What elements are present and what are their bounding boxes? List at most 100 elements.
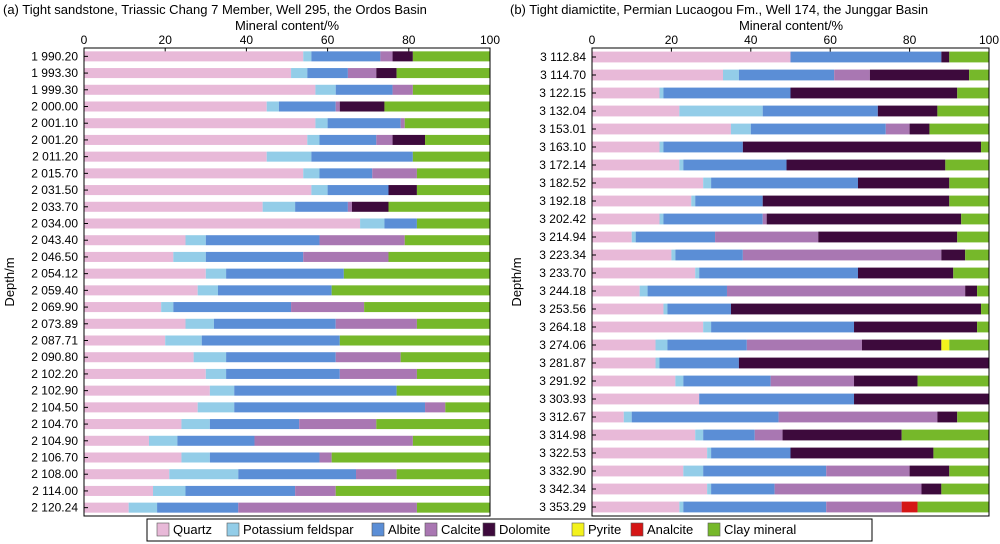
- bar-segment-dolomite: [782, 429, 902, 441]
- depth-label: 3 274.06: [539, 338, 586, 352]
- bar-segment-dolomite: [857, 177, 950, 189]
- legend-item-calcite: Calcite: [424, 522, 481, 537]
- bar-segment-quartz: [84, 51, 304, 62]
- depth-label: 2 090.80: [31, 350, 78, 364]
- depth-label: 2 043.40: [31, 233, 78, 247]
- bar-segment-potassium-feldspar: [707, 447, 712, 459]
- depth-label: 2 054.12: [31, 267, 78, 281]
- bar-segment-calcite: [319, 452, 332, 463]
- depth-label: 2 120.24: [31, 501, 78, 515]
- bar-segment-albite: [647, 285, 727, 297]
- bar-segment-clay-mineral: [331, 452, 490, 463]
- bar-segment-clay-mineral: [396, 68, 490, 79]
- bar-segment-potassium-feldspar: [659, 141, 664, 153]
- depth-label: 2 073.89: [31, 317, 78, 331]
- bar-segment-quartz: [84, 385, 210, 396]
- bar-segment-albite: [173, 302, 292, 313]
- bar-segment-calcite: [295, 485, 336, 496]
- x-tick-label: 0: [589, 33, 596, 47]
- bar-segment-dolomite: [738, 357, 989, 369]
- bar-segment-clay-mineral: [949, 177, 989, 189]
- depth-label: 3 322.53: [539, 446, 586, 460]
- bar-segment-clay-mineral: [412, 435, 490, 446]
- bar-segment-quartz: [592, 51, 791, 63]
- bar-segment-calcite: [347, 68, 377, 79]
- bar-segment-dolomite: [861, 339, 942, 351]
- bar-segment-quartz: [592, 411, 624, 423]
- bar-segment-potassium-feldspar: [663, 303, 668, 315]
- bar-segment-quartz: [592, 195, 692, 207]
- bar-segment-quartz: [592, 447, 708, 459]
- bar-segment-albite: [790, 51, 942, 63]
- bar-segment-albite: [663, 141, 743, 153]
- bar-segment-calcite: [770, 375, 855, 387]
- depth-label: 3 182.52: [539, 176, 586, 190]
- bar-segment-albite: [217, 285, 332, 296]
- bar-segment-albite: [319, 134, 377, 145]
- bar-segment-quartz: [84, 235, 186, 246]
- bar-segment-potassium-feldspar: [679, 159, 684, 171]
- panel-b-ylabel: Depth/m: [509, 257, 524, 306]
- bar-segment-clay-mineral: [364, 302, 490, 313]
- bar-segment-albite: [319, 168, 373, 179]
- bar-segment-dolomite: [790, 87, 958, 99]
- bar-segment-potassium-feldspar: [266, 101, 279, 112]
- bar-segment-potassium-feldspar: [360, 218, 385, 229]
- bar-segment-potassium-feldspar: [315, 84, 336, 95]
- bar-segment-potassium-feldspar: [173, 251, 206, 262]
- bar-segment-clay-mineral: [416, 168, 490, 179]
- legend-swatch: [630, 522, 644, 537]
- bar-segment-quartz: [592, 357, 656, 369]
- bar-segment-dolomite: [730, 303, 982, 315]
- bar-segment-clay-mineral: [981, 303, 989, 315]
- bar-segment-dolomite: [909, 465, 950, 477]
- bar-segment-quartz: [592, 177, 704, 189]
- bar-segment-clay-mineral: [965, 249, 989, 261]
- bar-segment-potassium-feldspar: [695, 267, 700, 279]
- bar-segment-quartz: [592, 69, 724, 81]
- bar-segment-dolomite: [854, 375, 918, 387]
- bar-segment-potassium-feldspar: [707, 483, 712, 495]
- bar-segment-albite: [683, 375, 771, 387]
- bar-segment-albite: [278, 101, 336, 112]
- bar-segment-clay-mineral: [404, 118, 490, 129]
- bar-segment-albite: [205, 251, 304, 262]
- bar-segment-potassium-feldspar: [209, 385, 235, 396]
- bar-segment-potassium-feldspar: [679, 501, 684, 513]
- bar-segment-potassium-feldspar: [703, 177, 712, 189]
- bar-segment-quartz: [84, 68, 292, 79]
- bar-segment-pyrite: [941, 339, 950, 351]
- bar-segment-quartz: [84, 101, 267, 112]
- bar-segment-calcite: [380, 51, 393, 62]
- bar-segment-albite: [213, 318, 336, 329]
- bar-segment-calcite: [254, 435, 413, 446]
- bar-segment-quartz: [592, 213, 660, 225]
- bar-segment-potassium-feldspar: [262, 201, 296, 212]
- bar-segment-dolomite: [786, 159, 946, 171]
- bar-segment-quartz: [84, 151, 267, 162]
- bar-segment-dolomite: [965, 285, 978, 297]
- bar-segment-albite: [226, 368, 340, 379]
- depth-label: 3 281.87: [539, 356, 586, 370]
- bar-segment-potassium-feldspar: [153, 485, 186, 496]
- bar-segment-potassium-feldspar: [311, 185, 328, 196]
- depth-label: 2 114.00: [32, 484, 78, 498]
- bar-segment-clay-mineral: [388, 251, 490, 262]
- bar-segment-dolomite: [941, 51, 950, 63]
- bar-segment-clay-mineral: [412, 151, 490, 162]
- bar-segment-potassium-feldspar: [730, 123, 751, 135]
- legend-label: Dolomite: [499, 522, 550, 537]
- bar-segment-albite: [659, 357, 739, 369]
- bar-segment-potassium-feldspar: [723, 69, 739, 81]
- bar-segment-albite: [205, 235, 320, 246]
- depth-label: 3 303.93: [539, 392, 586, 406]
- legend-swatch: [156, 522, 170, 537]
- bar-segment-albite: [711, 321, 855, 333]
- bar-segment-calcite: [372, 168, 417, 179]
- bar-segment-clay-mineral: [933, 447, 989, 459]
- depth-label: 2 104.50: [31, 400, 78, 414]
- depth-label: 3 153.01: [539, 122, 586, 136]
- bar-segment-quartz: [84, 502, 129, 513]
- bar-segment-albite: [327, 185, 389, 196]
- bar-segment-quartz: [592, 159, 680, 171]
